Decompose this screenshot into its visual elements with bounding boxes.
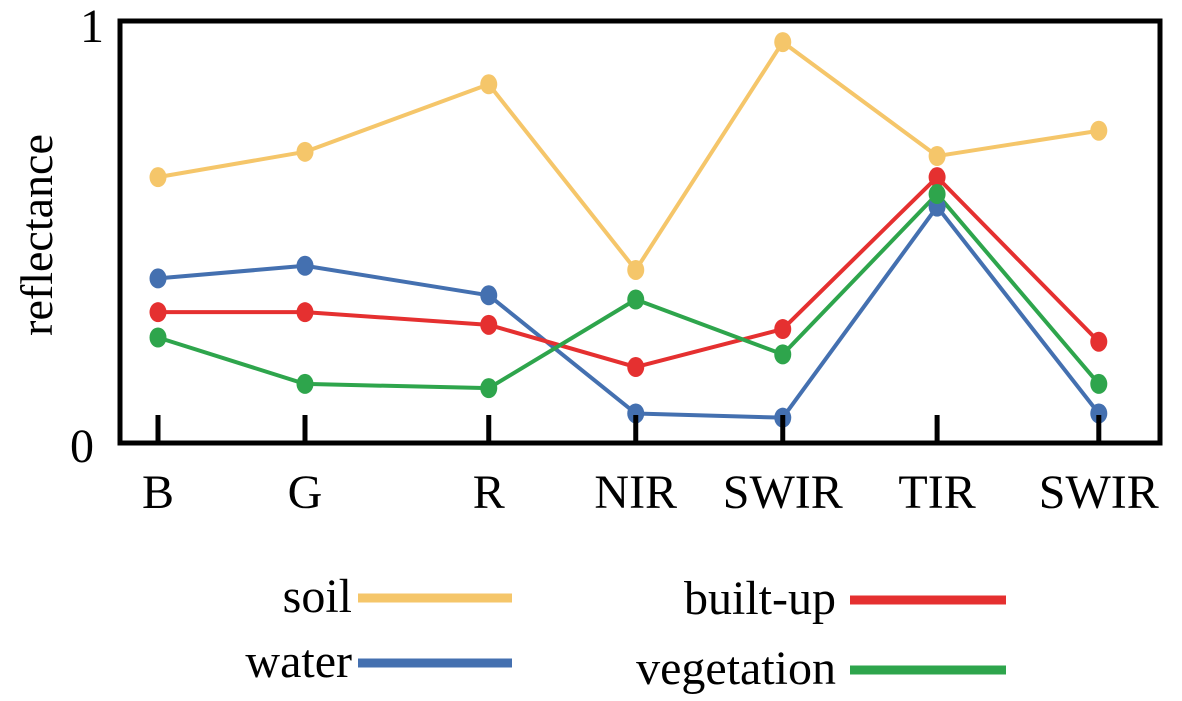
data-point-soil-0 [149, 167, 167, 188]
data-point-built-up-1 [296, 302, 314, 323]
data-point-soil-5 [928, 146, 946, 167]
data-point-soil-4 [774, 32, 792, 53]
data-point-vegetation-5 [928, 184, 946, 205]
plot-frame [117, 18, 1163, 446]
axes: B G R NIR SWIR TIR SWIR 0 1 reflectance [11, 0, 1159, 519]
data-point-water-6 [1090, 403, 1108, 424]
data-point-built-up-6 [1090, 331, 1108, 352]
data-point-water-0 [149, 268, 167, 289]
series-line-vegetation [157, 192, 1101, 391]
x-tick-label-6: SWIR [1039, 466, 1159, 519]
x-tick-label-2: R [473, 466, 505, 519]
data-point-vegetation-0 [149, 327, 167, 348]
data-point-soil-3 [627, 259, 645, 280]
plot-area [149, 32, 1108, 428]
legend-item-soil: soil [283, 570, 512, 623]
legend-item-water: water [245, 635, 512, 688]
legend-label-water: water [245, 635, 352, 688]
x-tick-label-0: B [142, 466, 174, 519]
legend-label-vegetation: vegetation [636, 642, 836, 695]
data-point-water-3 [627, 403, 645, 424]
data-point-built-up-0 [149, 302, 167, 323]
x-tick-label-4: SWIR [723, 466, 843, 519]
x-tick-label-1: G [288, 466, 323, 519]
data-point-vegetation-4 [774, 344, 792, 365]
data-point-built-up-2 [480, 314, 498, 335]
x-tick-label-5: TIR [898, 466, 975, 519]
data-point-vegetation-2 [480, 378, 498, 399]
data-point-built-up-5 [928, 167, 946, 188]
data-point-built-up-3 [627, 357, 645, 378]
data-point-water-1 [296, 255, 314, 276]
legend-item-built-up: built-up [684, 572, 1006, 625]
data-point-vegetation-3 [627, 289, 645, 310]
data-point-vegetation-1 [296, 373, 314, 394]
y-tick-label-1: 1 [80, 0, 104, 53]
y-tick-label-0: 0 [70, 420, 94, 473]
data-point-soil-2 [480, 74, 498, 95]
data-point-vegetation-6 [1090, 373, 1108, 394]
y-axis-label: reflectance [11, 134, 62, 336]
legend: soil water built-up vegetation [245, 570, 1006, 695]
data-point-soil-6 [1090, 120, 1108, 141]
data-point-water-2 [480, 285, 498, 306]
legend-label-built-up: built-up [684, 572, 836, 625]
legend-item-vegetation: vegetation [636, 642, 1006, 695]
legend-label-soil: soil [283, 570, 352, 623]
data-point-soil-1 [296, 141, 314, 162]
data-point-built-up-4 [774, 319, 792, 340]
x-tick-label-3: NIR [594, 466, 677, 519]
